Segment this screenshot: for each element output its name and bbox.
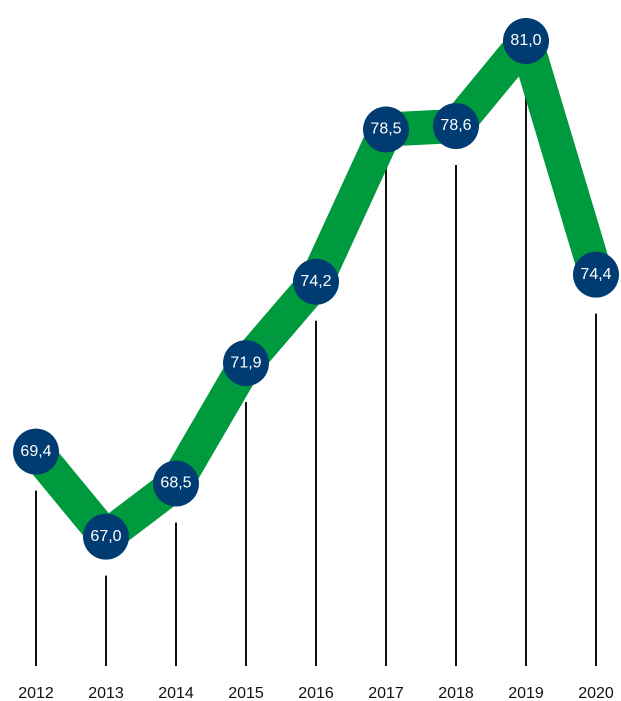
- x-axis-labels: 2012 2013 2014 2015 2016 2017 2018 2019 2020: [18, 685, 614, 701]
- point-marker: [363, 106, 409, 153]
- value-label: 69,4: [20, 443, 51, 460]
- x-axis-label-2020: 2020: [578, 685, 614, 701]
- value-label: 78,5: [370, 121, 401, 138]
- value-markers: 69,4 67,0 68,5 71,9 74,2 78,5 78,6 81,0 74,4: [13, 18, 619, 560]
- stem-lines: [35, 80, 597, 666]
- value-label: 67,0: [90, 528, 121, 545]
- data-point-2012: 69,4: [13, 428, 59, 475]
- data-point-2013: 67,0: [83, 513, 129, 560]
- data-point-2015: 71,9: [223, 340, 269, 387]
- x-axis-label-2012: 2012: [18, 685, 54, 701]
- data-point-2018: 78,6: [433, 102, 479, 149]
- value-label: 74,2: [300, 273, 331, 290]
- x-axis-label-2017: 2017: [368, 685, 404, 701]
- point-marker: [83, 513, 129, 560]
- point-marker: [433, 102, 479, 149]
- x-axis-label-2019: 2019: [508, 685, 544, 701]
- point-marker: [153, 460, 199, 507]
- data-point-2019: 81,0: [503, 18, 549, 64]
- x-axis-label-2016: 2016: [298, 685, 334, 701]
- data-point-2017: 78,5: [363, 106, 409, 153]
- x-axis-label-2018: 2018: [438, 685, 474, 701]
- point-marker: [223, 340, 269, 387]
- point-marker: [573, 251, 619, 298]
- value-label: 78,6: [440, 117, 471, 134]
- value-label: 74,4: [580, 266, 611, 283]
- x-axis-label-2013: 2013: [88, 685, 124, 701]
- value-label: 68,5: [160, 475, 191, 492]
- point-marker: [503, 18, 549, 64]
- x-axis-label-2014: 2014: [158, 685, 194, 701]
- value-label: 71,9: [230, 354, 261, 371]
- point-marker: [13, 428, 59, 475]
- data-point-2014: 68,5: [153, 460, 199, 507]
- x-axis-label-2015: 2015: [228, 685, 264, 701]
- value-label: 81,0: [510, 32, 541, 49]
- data-point-2016: 74,2: [293, 258, 339, 305]
- data-point-2020: 74,4: [573, 251, 619, 298]
- point-marker: [293, 258, 339, 305]
